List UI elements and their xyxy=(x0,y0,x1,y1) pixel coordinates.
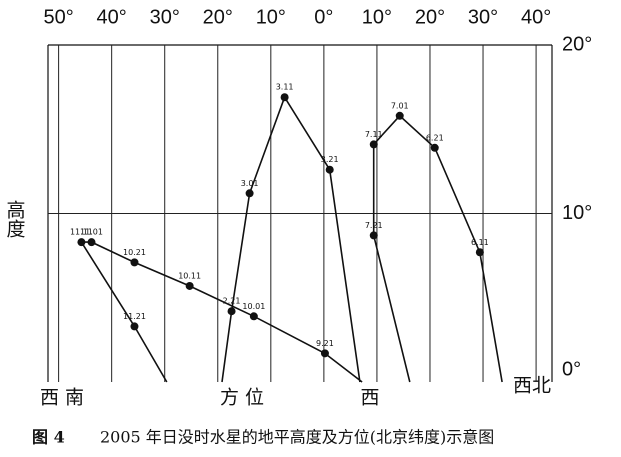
point xyxy=(227,307,236,316)
x-tick-label: 10° xyxy=(256,6,286,28)
point-label: 10.21 xyxy=(123,248,146,257)
point-label: 10.11 xyxy=(178,271,201,280)
y-axis-label: 高度 xyxy=(4,200,26,238)
point xyxy=(249,312,258,321)
figure-number: 图 4 xyxy=(32,428,65,447)
point-label: 10.01 xyxy=(242,302,265,311)
x-tick-label: 20° xyxy=(415,6,445,28)
x-axis-label: 方位 xyxy=(220,387,270,409)
point-label: 7.01 xyxy=(391,101,409,110)
point-label: 3.21 xyxy=(321,155,339,164)
point-label: 6.11 xyxy=(471,238,489,247)
point xyxy=(87,238,96,247)
point-label: 11.21 xyxy=(123,312,146,321)
direction-label: 西北 xyxy=(513,375,551,397)
point xyxy=(320,349,329,358)
x-tick-label: 40° xyxy=(521,6,551,28)
point-label: 2.21 xyxy=(223,297,241,306)
point xyxy=(369,231,378,240)
x-tick-label: 10° xyxy=(362,6,392,28)
point-label: 7.21 xyxy=(365,221,383,230)
point xyxy=(475,248,484,257)
point-label: 9.21 xyxy=(316,339,334,348)
x-tick-label: 20° xyxy=(203,6,233,28)
caption: 2005 年日没时水星的地平高度及方位(北京纬度)示意图 xyxy=(100,428,494,447)
point xyxy=(77,238,86,247)
point xyxy=(185,281,194,290)
y-tick-label: 20° xyxy=(562,33,592,55)
point-label: 3.01 xyxy=(241,179,259,188)
point-label: 3.11 xyxy=(276,83,294,92)
y-tick-label: 0° xyxy=(562,358,581,380)
direction-label: 西 xyxy=(360,387,379,409)
point xyxy=(245,189,254,198)
x-tick-label: 50° xyxy=(43,6,73,28)
x-tick-label: 40° xyxy=(97,6,127,28)
curve xyxy=(221,95,361,383)
point-label: 7.11 xyxy=(365,130,383,139)
point-label: 11.01 xyxy=(80,228,103,237)
point xyxy=(395,111,404,120)
point xyxy=(130,258,139,267)
point-label: 11.11 xyxy=(70,228,93,237)
point xyxy=(430,143,439,152)
y-tick-label: 10° xyxy=(562,202,592,224)
point xyxy=(130,322,139,331)
point-label: 6.21 xyxy=(426,133,444,142)
x-tick-label: 30° xyxy=(150,6,180,28)
x-tick-label: 30° xyxy=(468,6,498,28)
direction-label: 西南 xyxy=(40,387,90,409)
point xyxy=(369,140,378,149)
point xyxy=(280,93,289,102)
point xyxy=(325,165,334,174)
x-tick-label: 0° xyxy=(314,6,333,28)
